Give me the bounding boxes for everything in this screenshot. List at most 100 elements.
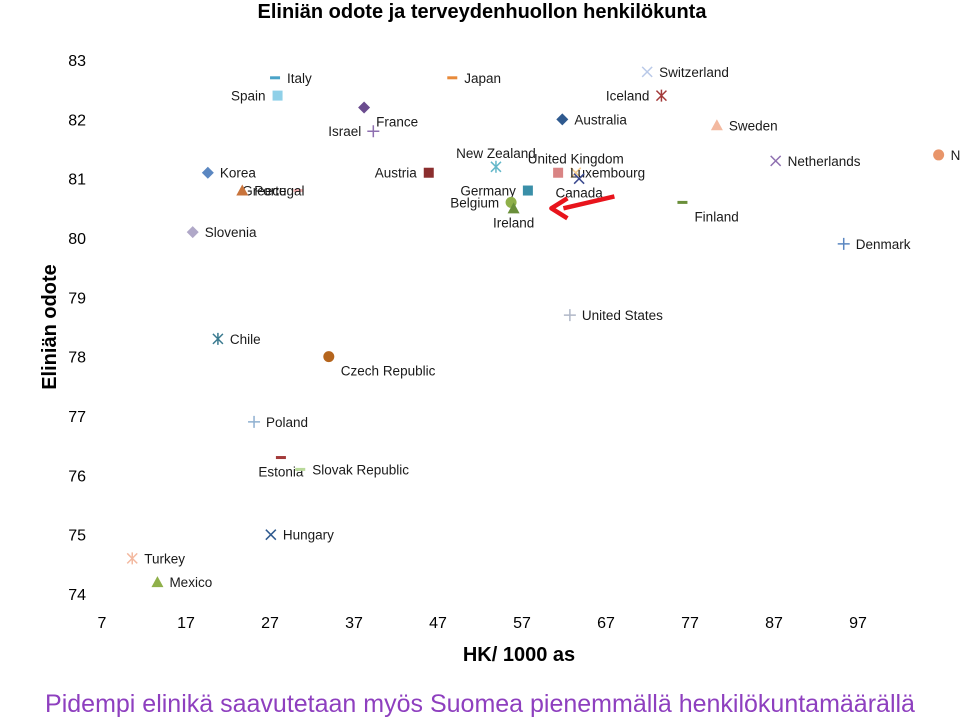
point-label-turkey: Turkey (144, 551, 185, 566)
point-label-germany: Germany (460, 184, 516, 199)
x-tick-label: 77 (681, 615, 699, 632)
point-japan: Japan (447, 71, 501, 86)
y-axis-label: Eliniän odote (39, 264, 61, 390)
point-chile: Chile (212, 332, 261, 347)
point-netherlands: Netherlands (770, 154, 861, 169)
point-slovenia: Slovenia (186, 225, 257, 240)
x-tick-label: 17 (177, 615, 195, 632)
point-label-switzerland: Switzerland (659, 65, 729, 80)
x-tick-label: 27 (261, 615, 279, 632)
point-iceland: Iceland (606, 89, 667, 104)
point-label-greece: Greece (242, 184, 286, 199)
point-label-poland: Poland (266, 415, 308, 430)
x-tick-label: 37 (345, 615, 363, 632)
marker-new-zealand (490, 160, 502, 173)
point-label-slovak-republic: Slovak Republic (312, 462, 409, 477)
point-label-hungary: Hungary (283, 528, 334, 543)
y-tick-label: 81 (68, 172, 86, 189)
point-new-zealand: New Zealand (456, 146, 536, 173)
marker-poland (248, 415, 261, 428)
marker-sweden (710, 119, 723, 131)
x-tick-label: 57 (513, 615, 531, 632)
y-tick-label: 74 (68, 587, 86, 604)
marker-portugal (236, 184, 249, 196)
point-italy: Italy (270, 71, 312, 86)
point-australia: Australia (556, 112, 627, 127)
point-slovak-republic: Slovak Republic (295, 462, 409, 477)
chart-title: Eliniän odote ja terveydenhuollon henkil… (258, 1, 708, 23)
x-tick-label: 47 (429, 615, 447, 632)
point-label-united-states: United States (582, 308, 663, 323)
point-label-israel: Israel (328, 124, 361, 139)
point-label-new-zealand: New Zealand (456, 146, 536, 161)
y-tick-label: 77 (68, 409, 86, 426)
x-tick-label: 87 (765, 615, 783, 632)
slide-caption: Pidempi elinikä saavutetaan myös Suomea … (45, 690, 915, 718)
marker-hungary (265, 529, 277, 541)
marker-israel (367, 125, 380, 138)
x-tick-label: 97 (849, 615, 867, 632)
point-korea: Korea (201, 166, 257, 181)
marker-australia (556, 113, 569, 126)
point-label-finland: Finland (694, 209, 738, 224)
marker-czech-republic (323, 351, 335, 363)
point-label-denmark: Denmark (856, 237, 911, 252)
marker-france (358, 101, 371, 114)
point-label-mexico: Mexico (169, 575, 212, 590)
point-sweden: Sweden (710, 118, 778, 133)
marker-luxembourg (553, 167, 564, 178)
point-finland: Finland (677, 200, 739, 224)
x-tick-label: 67 (597, 615, 615, 632)
y-tick-label: 75 (68, 528, 86, 545)
marker-chile (212, 332, 224, 345)
point-estonia: Estonia (258, 456, 304, 480)
x-axis-label: HK/ 1000 as (463, 644, 575, 666)
point-mexico: Mexico (151, 575, 212, 590)
highlight-arrow (549, 194, 615, 221)
marker-slovenia (186, 226, 199, 239)
y-tick-label: 80 (68, 231, 86, 248)
point-label-chile: Chile (230, 332, 261, 347)
marker-denmark (837, 237, 850, 250)
point-france: France (358, 101, 418, 129)
point-turkey: Turkey (126, 551, 185, 566)
point-label-sweden: Sweden (729, 118, 778, 133)
point-label-norway: Norway (951, 148, 960, 163)
point-denmark: Denmark (837, 237, 911, 252)
y-tick-label: 76 (68, 468, 86, 485)
point-greece: Greece (242, 184, 304, 199)
point-label-united-kingdom: United Kingdom (528, 152, 624, 167)
arrow-head (549, 196, 569, 221)
point-label-iceland: Iceland (606, 89, 650, 104)
point-hungary: Hungary (265, 528, 334, 543)
point-label-belgium: Belgium (450, 195, 499, 210)
marker-united-states (563, 309, 576, 322)
point-label-italy: Italy (287, 71, 312, 86)
marker-ireland (507, 202, 520, 214)
marker-iceland (655, 89, 667, 102)
point-label-korea: Korea (220, 166, 257, 181)
point-label-canada: Canada (555, 186, 603, 201)
point-norway: Norway (933, 148, 960, 163)
scatter-chart: Eliniän odote ja terveydenhuollon henkil… (39, 1, 960, 666)
point-label-japan: Japan (464, 71, 501, 86)
point-canada: Canada (555, 173, 603, 201)
marker-united-kingdom (570, 167, 582, 179)
point-israel: Israel (328, 124, 380, 139)
point-label-portugal: Portugal (254, 184, 304, 199)
point-luxembourg: Luxembourg (553, 166, 645, 181)
point-label-france: France (376, 114, 418, 129)
marker-spain (272, 90, 283, 101)
point-label-luxembourg: Luxembourg (570, 166, 645, 181)
point-austria: Austria (375, 166, 434, 181)
y-tick-label: 82 (68, 112, 86, 129)
x-tick-label: 7 (98, 615, 107, 632)
y-tick-label: 83 (68, 53, 86, 70)
marker-canada (573, 173, 585, 185)
marker-korea (201, 166, 214, 179)
marker-austria (423, 167, 434, 178)
marker-netherlands (770, 155, 782, 167)
marker-norway (933, 149, 945, 161)
marker-germany (522, 185, 533, 196)
point-label-ireland: Ireland (493, 215, 534, 230)
